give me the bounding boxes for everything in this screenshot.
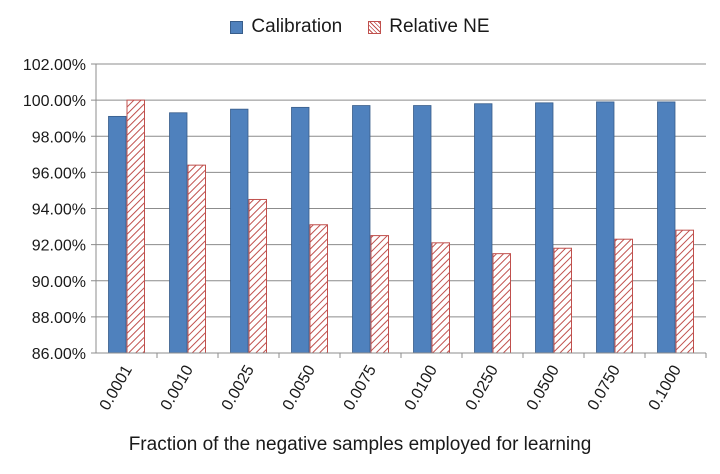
x-axis-title: Fraction of the negative samples employe… [128, 434, 592, 455]
y-tick-label: 98.00% [32, 129, 86, 146]
x-tick-label: 0.0075 [341, 362, 380, 413]
legend-label-relative-ne: Relative NE [389, 16, 490, 37]
y-tick-label: 90.00% [32, 274, 86, 291]
y-tick-label: 94.00% [32, 202, 86, 219]
x-tick-label: 0.0250 [463, 362, 502, 413]
legend-item-calibration: Calibration [230, 16, 342, 38]
relative-ne-bar [309, 224, 328, 354]
calibration-bar [596, 101, 615, 354]
relative-ne-bar [553, 247, 572, 354]
y-tick-label: 102.00% [23, 57, 86, 74]
relative-ne-bar [248, 198, 267, 354]
relative-ne-bar [431, 242, 450, 354]
calibration-bar [230, 108, 249, 354]
x-tick-label: 0.0050 [280, 362, 319, 413]
calibration-bar [657, 101, 676, 354]
relative-ne-bar [126, 99, 145, 354]
legend-item-relative-ne: Relative NE [368, 16, 490, 38]
y-tick-label: 100.00% [23, 93, 86, 110]
calibration-bar [474, 103, 493, 354]
x-tick-label: 0.1000 [646, 362, 685, 413]
y-tick-label: 96.00% [32, 165, 86, 182]
calibration-bar [291, 106, 310, 354]
calibration-bar [535, 102, 554, 354]
y-tick-label: 92.00% [32, 238, 86, 255]
legend-label-calibration: Calibration [251, 16, 343, 37]
x-tick-label: 0.0025 [219, 362, 258, 413]
relative-ne-bar [187, 164, 206, 354]
x-tick-label: 0.0010 [158, 362, 197, 413]
calibration-bar [108, 115, 127, 354]
y-tick-label: 88.00% [32, 310, 86, 327]
relative-ne-bar [492, 253, 511, 354]
calibration-bar [169, 112, 188, 354]
calibration-swatch [230, 20, 244, 34]
y-tick-label: 86.00% [32, 346, 86, 363]
x-tick-label: 0.0750 [585, 362, 624, 413]
calibration-bar [352, 105, 371, 354]
relative-ne-bar [614, 238, 633, 354]
relative-ne-bar [675, 229, 694, 354]
relative-ne-bar [370, 235, 389, 354]
calibration-bar [413, 105, 432, 354]
legend: Calibration Relative NE [0, 16, 720, 38]
x-tick-label: 0.0001 [97, 362, 136, 413]
x-tick-label: 0.0500 [524, 362, 563, 413]
relative-ne-swatch [368, 20, 382, 34]
x-tick-label: 0.0100 [402, 362, 441, 413]
